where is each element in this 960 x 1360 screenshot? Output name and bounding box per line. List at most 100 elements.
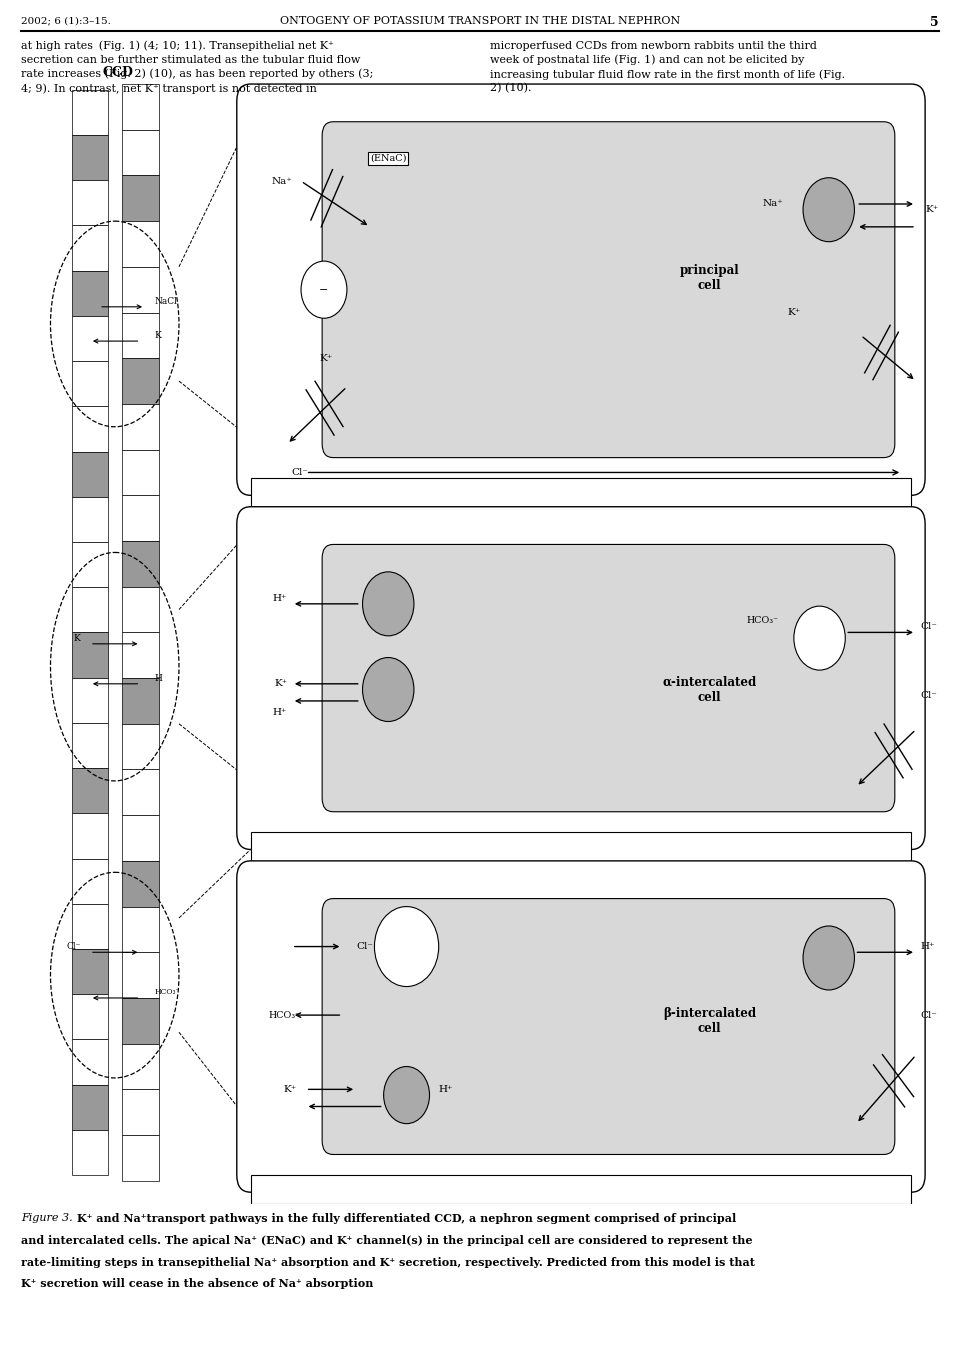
Bar	[72, 452, 108, 496]
Bar	[122, 495, 158, 541]
Bar	[72, 677, 108, 724]
Bar	[122, 267, 158, 313]
Circle shape	[363, 571, 414, 636]
Text: Figure 3.: Figure 3.	[21, 1213, 76, 1223]
Text: (ENaC): (ENaC)	[370, 154, 406, 163]
Text: and intercalated cells. The apical Na⁺ (ENaC) and K⁺ channel(s) in the principal: and intercalated cells. The apical Na⁺ (…	[21, 1235, 753, 1246]
Bar	[72, 768, 108, 813]
Text: K: K	[74, 634, 81, 643]
Text: ONTOGENY OF POTASSIUM TRANSPORT IN THE DISTAL NEPHRON: ONTOGENY OF POTASSIUM TRANSPORT IN THE D…	[280, 16, 680, 26]
Text: Cl⁻: Cl⁻	[921, 1010, 937, 1020]
FancyBboxPatch shape	[237, 507, 925, 850]
Bar	[122, 1136, 158, 1180]
Bar	[122, 952, 158, 998]
FancyBboxPatch shape	[323, 122, 895, 457]
Text: Cl⁻: Cl⁻	[66, 942, 81, 951]
Text: −: −	[320, 284, 328, 295]
Text: K⁺ and Na⁺transport pathways in the fully differentiated CCD, a nephron segment : K⁺ and Na⁺transport pathways in the full…	[77, 1213, 736, 1224]
Circle shape	[301, 261, 347, 318]
Text: Cl⁻: Cl⁻	[292, 468, 309, 477]
Circle shape	[384, 1066, 429, 1123]
Circle shape	[374, 907, 439, 986]
Text: principal
cell: principal cell	[680, 264, 739, 292]
Bar	[72, 813, 108, 858]
Bar	[72, 858, 108, 904]
Bar	[72, 316, 108, 362]
Text: H⁺: H⁺	[921, 942, 935, 951]
Text: α-intercalated
cell: α-intercalated cell	[662, 676, 756, 703]
Text: K⁺: K⁺	[925, 205, 938, 215]
Text: H⁺: H⁺	[273, 593, 287, 602]
FancyBboxPatch shape	[237, 84, 925, 495]
Bar	[251, 90, 911, 129]
Text: microperfused CCDs from newborn rabbits until the third
week of postnatal life (: microperfused CCDs from newborn rabbits …	[490, 41, 845, 94]
Bar	[122, 815, 158, 861]
Text: K⁺: K⁺	[283, 1085, 297, 1093]
Text: H⁺: H⁺	[273, 707, 287, 717]
Bar	[72, 135, 108, 181]
Bar	[122, 129, 158, 175]
Text: CCD: CCD	[102, 67, 132, 79]
Text: rate-limiting steps in transepithelial Na⁺ absorption and K⁺ secretion, respecti: rate-limiting steps in transepithelial N…	[21, 1257, 755, 1268]
Text: K⁺ secretion will cease in the absence of Na⁺ absorption: K⁺ secretion will cease in the absence o…	[21, 1278, 373, 1289]
Bar	[122, 358, 158, 404]
Text: K: K	[155, 330, 161, 340]
Bar	[72, 588, 108, 632]
Bar	[122, 84, 158, 129]
Bar	[122, 450, 158, 495]
Text: Na⁺: Na⁺	[762, 200, 782, 208]
Bar	[72, 1130, 108, 1175]
Bar	[122, 1043, 158, 1089]
Bar	[251, 1175, 911, 1204]
Text: β-intercalated
cell: β-intercalated cell	[662, 1006, 756, 1035]
Bar	[122, 861, 158, 907]
Text: HCO₃⁻: HCO₃⁻	[155, 989, 180, 997]
Text: HCO₃⁻: HCO₃⁻	[269, 1010, 301, 1020]
Text: NaCl: NaCl	[155, 296, 177, 306]
Bar	[251, 479, 911, 524]
Text: K⁺: K⁺	[320, 354, 333, 363]
Bar	[122, 998, 158, 1043]
Bar	[72, 904, 108, 949]
FancyBboxPatch shape	[323, 899, 895, 1155]
Bar	[72, 90, 108, 135]
Bar	[72, 181, 108, 226]
Bar	[122, 1089, 158, 1136]
Text: 2002; 6 (1):3–15.: 2002; 6 (1):3–15.	[21, 16, 111, 26]
Bar	[122, 313, 158, 358]
Text: at high rates  ​(Fig. 1)​ (4; 10; 11). Transepithelial net K⁺
secretion can be f: at high rates ​(Fig. 1)​ (4; 10; 11). Tr…	[21, 41, 373, 94]
Circle shape	[794, 607, 845, 670]
Circle shape	[804, 926, 854, 990]
Bar	[122, 586, 158, 632]
Text: Cl⁻: Cl⁻	[356, 942, 373, 951]
Bar	[72, 407, 108, 452]
Bar	[72, 496, 108, 543]
Text: H⁺: H⁺	[439, 1085, 453, 1093]
Bar	[72, 543, 108, 588]
Bar	[72, 724, 108, 768]
Bar	[122, 222, 158, 267]
Bar	[122, 724, 158, 770]
Text: HCO₃⁻: HCO₃⁻	[746, 616, 779, 626]
Circle shape	[363, 657, 414, 722]
Bar	[122, 679, 158, 724]
Circle shape	[804, 178, 854, 242]
FancyBboxPatch shape	[323, 544, 895, 812]
Text: Cl⁻: Cl⁻	[921, 691, 937, 700]
Bar	[122, 632, 158, 679]
Bar	[72, 1085, 108, 1130]
Bar	[122, 175, 158, 222]
Bar	[72, 362, 108, 407]
Bar	[72, 994, 108, 1039]
Bar	[122, 907, 158, 952]
Bar	[251, 832, 911, 879]
FancyBboxPatch shape	[237, 861, 925, 1193]
Bar	[72, 632, 108, 677]
Bar	[122, 770, 158, 815]
Text: Cl⁻: Cl⁻	[921, 622, 937, 631]
Bar	[72, 949, 108, 994]
Text: Na⁺: Na⁺	[271, 177, 292, 186]
Bar	[72, 1039, 108, 1084]
Text: H: H	[155, 673, 162, 683]
Bar	[122, 404, 158, 450]
